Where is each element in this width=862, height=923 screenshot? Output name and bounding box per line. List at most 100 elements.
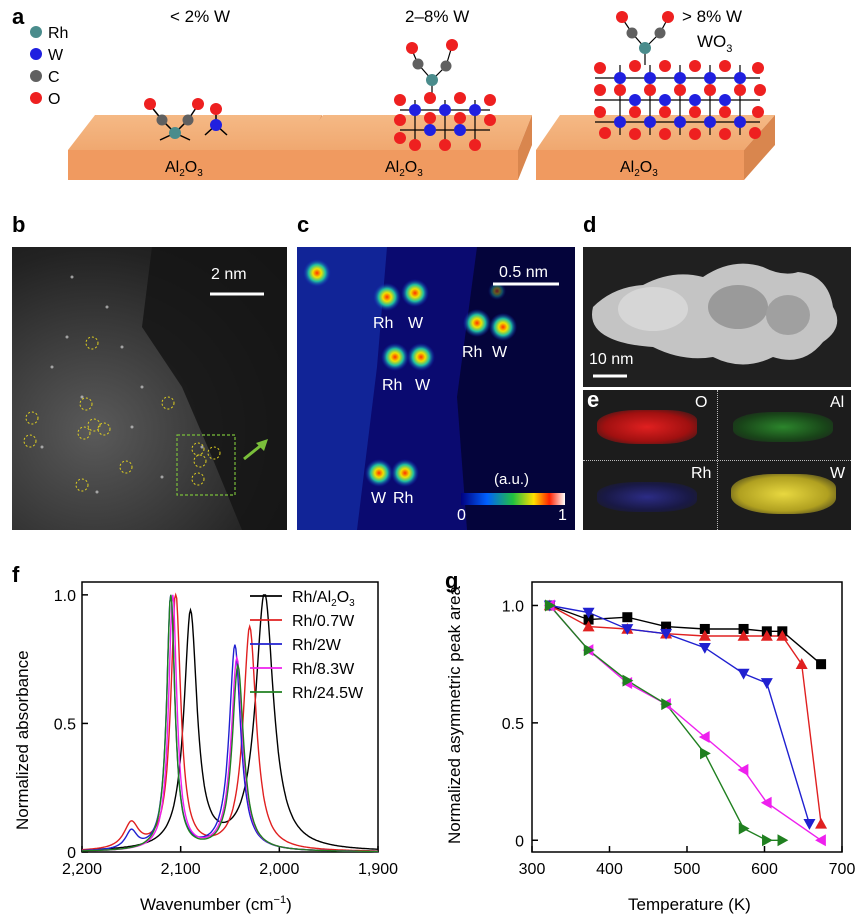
y-tick-label-g: 1.0 [502, 598, 524, 615]
carbon-atom [182, 114, 194, 126]
legend-entry-f: Rh/24.5W [292, 685, 364, 702]
eds-label-rh: Rh [691, 465, 712, 482]
plot-area-g [531, 581, 843, 853]
rh-legend-dot [30, 26, 42, 38]
rh-atom [169, 127, 181, 139]
scheme-3-title: > 8% W [682, 7, 742, 26]
series-line [549, 604, 822, 824]
atom-label: Rh [462, 344, 483, 361]
x-tick-label-f: 1,900 [358, 861, 398, 878]
atom-label: Rh [382, 377, 403, 394]
stem-image-overlay [23, 247, 287, 530]
rh-atom [639, 42, 651, 54]
x-tick-label-g: 700 [829, 861, 856, 878]
data-point [582, 620, 595, 632]
o-legend-dot [30, 92, 42, 104]
y-tick-label-f: 0 [67, 845, 76, 862]
substrate-label-3: Al2O3 [620, 159, 658, 179]
atom-label: Rh [393, 490, 414, 507]
x-tick-label-g: 500 [674, 861, 701, 878]
x-axis-label-f: Wavenumber (cm−1) [140, 894, 292, 914]
peak-area-chart: 300 400 500 600 700 0 0.5 1.0 Temperature (K) N… [445, 581, 856, 914]
data-point [760, 630, 773, 641]
x-tick-label-f: 2,200 [62, 861, 102, 878]
x-tick-label-g: 300 [519, 861, 546, 878]
data-point [760, 796, 772, 809]
legend-c: C [48, 69, 60, 86]
spectrum-line [82, 594, 378, 851]
rh-atom [426, 74, 438, 86]
y-tick-label-g: 0.5 [502, 716, 524, 733]
data-point [777, 834, 789, 847]
panel-a-label: a [12, 4, 25, 29]
eds-map-divider-h [583, 460, 851, 461]
oxygen-atom [192, 98, 204, 110]
y-tick-label-f: 1.0 [54, 588, 76, 605]
carbon-atom [626, 27, 638, 39]
panel-g-label: g [445, 568, 459, 593]
eds-o-map [597, 410, 697, 444]
atom-label: W [408, 315, 424, 332]
legend-entry-f: Rh/2W [292, 637, 342, 654]
oxygen-atom [210, 103, 222, 115]
scale-label-c: 0.5 nm [499, 264, 548, 281]
eds-label-o: O [695, 394, 708, 411]
w-legend-dot [30, 48, 42, 60]
y-axis-label-g: Normalized asymmetric peak area [445, 586, 464, 844]
data-point [700, 747, 711, 760]
eds-label-al: Al [830, 394, 845, 411]
data-point [582, 607, 595, 619]
x-tick-label-g: 400 [596, 861, 623, 878]
cluster-large-atoms [594, 60, 766, 140]
panel-c-label: c [297, 212, 310, 237]
legend-entry-f: Rh/8.3W [292, 661, 355, 678]
eds-rh-map [597, 482, 697, 512]
data-point [776, 630, 789, 641]
data-point [661, 698, 673, 711]
data-point [815, 834, 826, 847]
x-tick-label-g: 600 [751, 861, 778, 878]
panel-d-label: d [583, 212, 597, 237]
eds-label-w: W [830, 465, 846, 482]
legend-w: W [48, 47, 64, 64]
data-point [698, 730, 710, 743]
panel-f-label: f [12, 562, 20, 587]
atom-label: W [415, 377, 431, 394]
x-tick-label-f: 2,000 [259, 861, 299, 878]
colorbar-max: 1 [558, 507, 567, 524]
scheme-1-title: < 2% W [170, 7, 230, 26]
eds-w-map [731, 474, 836, 514]
panel-b-label: b [12, 212, 26, 237]
data-point [803, 819, 816, 830]
atom-label: W [492, 344, 508, 361]
data-point [699, 623, 710, 634]
atom-label: W [371, 490, 387, 507]
spectrum-line [81, 592, 378, 852]
spectrum-line [82, 594, 378, 853]
data-point [816, 659, 827, 670]
data-point [661, 621, 672, 632]
data-point [737, 668, 750, 680]
intensity-map-overlay [297, 247, 575, 530]
data-point [815, 817, 828, 829]
y-tick-label-g: 0 [515, 833, 524, 850]
data-point [738, 822, 750, 835]
scheme-2-title: 2–8% W [405, 7, 469, 26]
data-point [737, 763, 749, 776]
oxygen-atom [406, 42, 418, 54]
carbon-atom [412, 58, 424, 70]
substrate-label-1: Al2O3 [165, 159, 203, 179]
atomic-intensity-map: 0.5 nm Rh W Rh W Rh W W Rh (a.u.) 0 1 [297, 247, 575, 530]
oxygen-atom [616, 11, 628, 23]
c-legend-dot [30, 70, 42, 82]
data-point [660, 628, 673, 640]
cluster-small-atoms [394, 92, 496, 151]
x-tick-label-f: 2,100 [161, 861, 201, 878]
colorbar-unit: (a.u.) [494, 471, 530, 488]
panel-a-legend: Rh W C O [30, 25, 68, 108]
oxygen-atom [446, 39, 458, 51]
legend-o: O [48, 91, 60, 108]
data-point [621, 624, 634, 635]
panel-a-schematic: Rh W C O < 2% W 2–8% W > 8% W WO3 Al2O3 … [30, 7, 775, 180]
plot-area-f [81, 581, 379, 853]
